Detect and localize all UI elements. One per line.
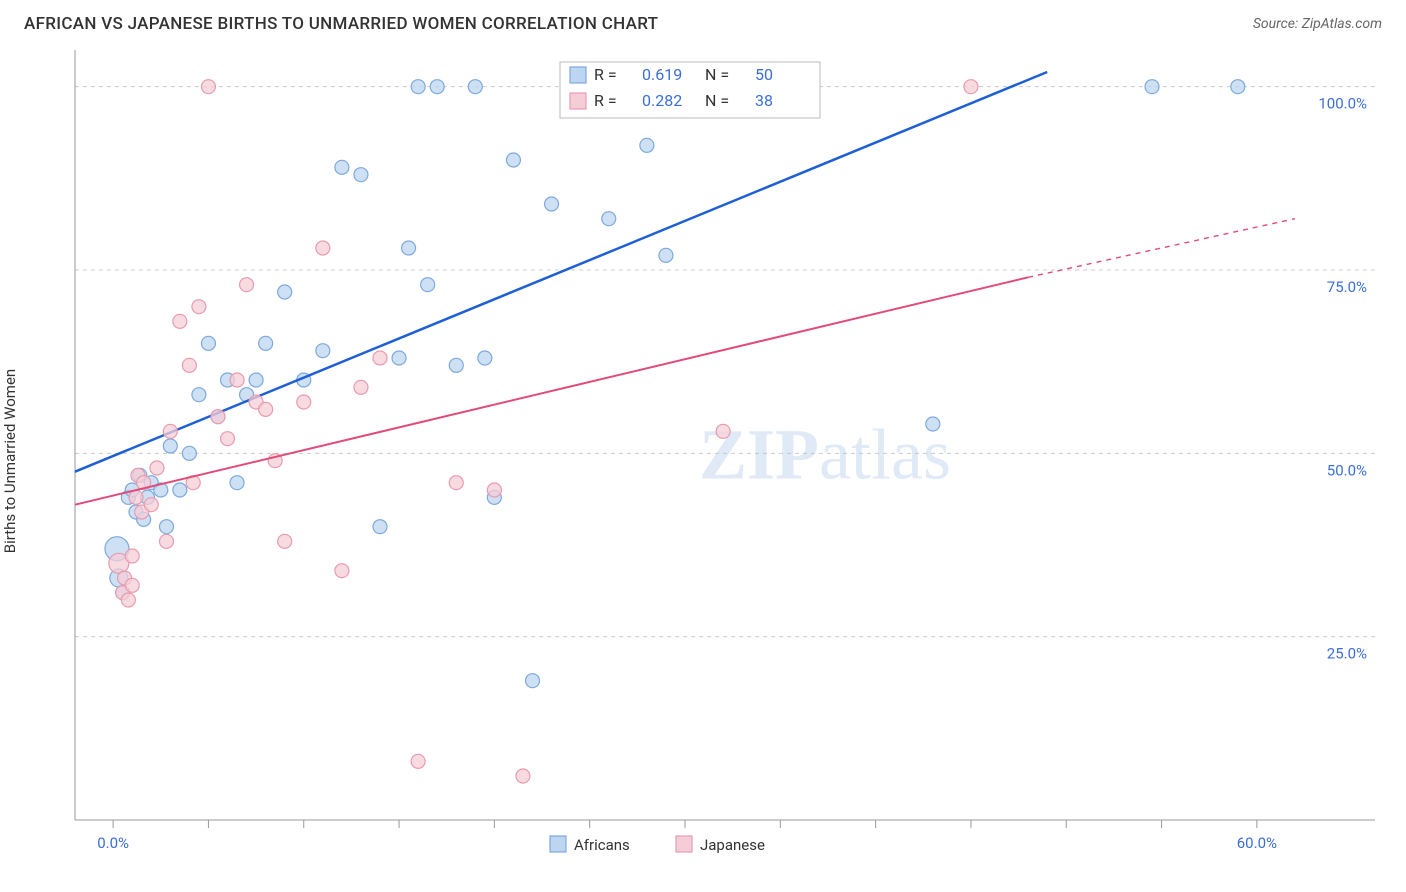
- bottom-legend-swatch-japanese: [676, 836, 692, 852]
- source-value: ZipAtlas.com: [1302, 16, 1382, 32]
- scatter-point-africans: [201, 336, 215, 350]
- y-tick-label: 25.0%: [1327, 645, 1367, 663]
- scatter-point-japanese: [487, 483, 501, 497]
- scatter-point-japanese: [182, 358, 196, 372]
- chart-container: Births to Unmarried Women 25.0%50.0%75.0…: [20, 50, 1386, 872]
- scatter-point-japanese: [354, 380, 368, 394]
- chart-header: AFRICAN VS JAPANESE BIRTHS TO UNMARRIED …: [0, 0, 1406, 42]
- scatter-point-africans: [316, 344, 330, 358]
- scatter-point-africans: [449, 358, 463, 372]
- scatter-point-africans: [249, 373, 263, 387]
- scatter-point-africans: [421, 278, 435, 292]
- scatter-point-japanese: [316, 241, 330, 255]
- bottom-legend-label-japanese: Japanese: [700, 836, 765, 854]
- scatter-point-japanese: [716, 424, 730, 438]
- legend-n-value-africans: 50: [755, 65, 773, 84]
- scatter-point-africans: [430, 80, 444, 94]
- legend-n-label-japanese: N =: [705, 91, 729, 110]
- scatter-point-japanese: [144, 498, 158, 512]
- scatter-point-africans: [640, 138, 654, 152]
- legend-r-label-japanese: R =: [594, 91, 617, 110]
- scatter-point-africans: [163, 439, 177, 453]
- scatter-point-africans: [259, 336, 273, 350]
- scatter-point-japanese: [230, 373, 244, 387]
- scatter-point-japanese: [125, 549, 139, 563]
- scatter-point-japanese: [449, 476, 463, 490]
- scatter-point-africans: [335, 160, 349, 174]
- watermark: ZIPatlas: [699, 414, 951, 494]
- scatter-point-japanese: [297, 395, 311, 409]
- legend-n-label-africans: N =: [705, 65, 729, 84]
- scatter-point-japanese: [221, 432, 235, 446]
- scatter-point-africans: [278, 285, 292, 299]
- scatter-point-japanese: [278, 534, 292, 548]
- scatter-point-africans: [173, 483, 187, 497]
- scatter-point-africans: [526, 674, 540, 688]
- scatter-chart: 25.0% 50.0% 75.0% 100.0% ZIPatlas 0.0% 60.0% R …: [20, 50, 1386, 872]
- bottom-legend-swatch-africans: [550, 836, 566, 852]
- scatter-point-africans: [602, 212, 616, 226]
- chart-source: Source: ZipAtlas.com: [1253, 16, 1382, 32]
- legend-r-label-africans: R =: [594, 65, 617, 84]
- scatter-point-japanese: [192, 300, 206, 314]
- legend-r-value-africans: 0.619: [642, 65, 682, 84]
- scatter-point-japanese: [163, 424, 177, 438]
- scatter-point-japanese: [201, 80, 215, 94]
- scatter-point-africans: [1231, 80, 1245, 94]
- y-tick-label: 75.0%: [1327, 278, 1367, 296]
- source-label: Source:: [1253, 16, 1302, 32]
- scatter-point-japanese: [240, 278, 254, 292]
- scatter-point-japanese: [516, 769, 530, 783]
- scatter-point-africans: [160, 520, 174, 534]
- legend-swatch-africans: [570, 67, 586, 83]
- scatter-point-japanese: [160, 534, 174, 548]
- scatter-point-africans: [545, 197, 559, 211]
- scatter-point-africans: [402, 241, 416, 255]
- scatter-point-japanese: [125, 578, 139, 592]
- scatter-point-japanese: [964, 80, 978, 94]
- y-tick-label: 50.0%: [1327, 461, 1367, 479]
- x-tick-label: 60.0%: [1237, 834, 1277, 852]
- scatter-point-africans: [926, 417, 940, 431]
- scatter-point-japanese: [211, 410, 225, 424]
- scatter-point-japanese: [129, 490, 143, 504]
- scatter-point-africans: [506, 153, 520, 167]
- scatter-point-africans: [411, 80, 425, 94]
- chart-title: AFRICAN VS JAPANESE BIRTHS TO UNMARRIED …: [24, 14, 658, 34]
- scatter-point-africans: [659, 248, 673, 262]
- scatter-point-japanese: [373, 351, 387, 365]
- scatter-point-africans: [1145, 80, 1159, 94]
- scatter-point-japanese: [121, 593, 135, 607]
- scatter-point-japanese: [150, 461, 164, 475]
- x-tick-label: 0.0%: [97, 834, 129, 852]
- scatter-point-africans: [354, 168, 368, 182]
- scatter-point-africans: [192, 388, 206, 402]
- scatter-point-africans: [392, 351, 406, 365]
- scatter-point-africans: [230, 476, 244, 490]
- y-axis-label: Births to Unmarried Women: [1, 369, 19, 553]
- bottom-legend-label-africans: Africans: [574, 836, 630, 854]
- scatter-point-africans: [468, 80, 482, 94]
- scatter-point-japanese: [173, 314, 187, 328]
- y-tick-label: 100.0%: [1318, 95, 1367, 113]
- legend-n-value-japanese: 38: [755, 91, 773, 110]
- scatter-point-africans: [373, 520, 387, 534]
- scatter-point-africans: [182, 446, 196, 460]
- scatter-point-africans: [478, 351, 492, 365]
- legend-swatch-japanese: [570, 93, 586, 109]
- legend-r-value-japanese: 0.282: [642, 91, 682, 110]
- scatter-point-japanese: [335, 564, 349, 578]
- scatter-point-japanese: [259, 402, 273, 416]
- scatter-point-japanese: [411, 754, 425, 768]
